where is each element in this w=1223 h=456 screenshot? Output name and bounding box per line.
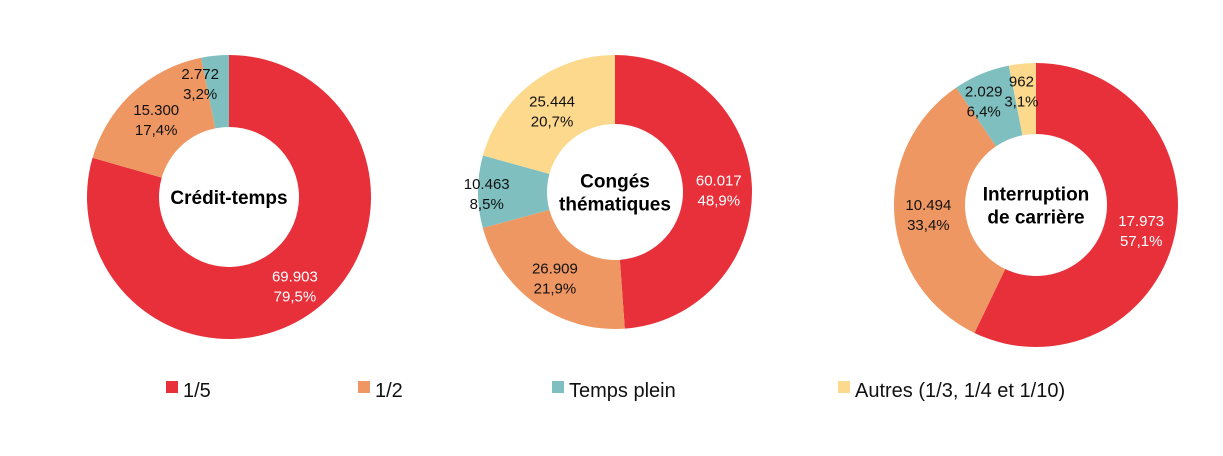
legend-label: Temps plein	[569, 380, 676, 402]
slice-percent-label: 20,7%	[531, 113, 574, 130]
legend-item-1-2: 1/2	[358, 380, 403, 402]
slice-autres-1-3-1-4-et-1-10	[1008, 63, 1036, 136]
legend-label: Autres (1/3, 1/4 et 1/10)	[855, 380, 1065, 402]
slice-value-label: 10.494	[905, 197, 951, 214]
slice-percent-label: 79,5%	[274, 289, 317, 306]
slice-label-1-5: 17.973 57,1%	[1118, 213, 1164, 250]
center-title-line: Interruption	[983, 185, 1090, 206]
slice-label-autres-1-3-1-4-et-1-10: 962 3,1%	[1004, 73, 1038, 110]
donut-chart-cr-dit-temps: 69.903 79,5% 15.300 17,4% 2.772 3,2% Crédit-te…	[86, 55, 371, 339]
legend-item-temps-plein: Temps plein	[552, 380, 676, 402]
center-title-line: de carrière	[987, 208, 1084, 229]
slice-percent-label: 3,2%	[183, 86, 217, 103]
legend-swatch	[166, 381, 178, 393]
slice-value-label: 2.029	[965, 83, 1003, 100]
slice-1-5	[974, 63, 1178, 347]
slice-percent-label: 8,5%	[470, 196, 504, 213]
slice-temps-plein	[956, 65, 1023, 147]
chart-center-title: Interruption de carrière	[983, 185, 1090, 229]
slice-percent-label: 21,9%	[534, 281, 577, 298]
chart-center-title: Crédit-temps	[170, 188, 287, 209]
slice-temps-plein	[477, 155, 550, 229]
slice-percent-label: 48,9%	[698, 192, 741, 209]
donut-chart-cong-s-th-matiques: 60.017 48,9% 26.909 21,9% 10.463 8,5% 25.444 20…	[464, 55, 753, 329]
legend-item-autres-1-3-1-4-et-1-10: Autres (1/3, 1/4 et 1/10)	[838, 380, 1065, 402]
chart-center-title: Congés thématiques	[559, 172, 671, 216]
legend-label: 1/2	[375, 380, 403, 402]
slice-value-label: 26.909	[532, 261, 578, 278]
donut-chart-interruption-de-carri-re: 17.973 57,1% 10.494 33,4% 2.029 6,4% 962 3,1% In…	[894, 63, 1178, 347]
slice-label-1-5: 60.017 48,9%	[696, 172, 742, 209]
slice-value-label: 17.973	[1118, 213, 1164, 230]
slice-1-2	[894, 87, 1006, 333]
slice-autres-1-3-1-4-et-1-10	[482, 55, 615, 174]
slice-label-1-5: 69.903 79,5%	[272, 269, 318, 306]
legend-swatch	[838, 381, 850, 393]
slice-1-5	[86, 55, 371, 339]
slice-1-2	[92, 57, 216, 178]
slice-label-1-2: 15.300 17,4%	[133, 102, 179, 139]
slice-1-2	[482, 209, 625, 329]
slice-label-temps-plein: 2.029 6,4%	[965, 83, 1003, 120]
legend-swatch	[552, 381, 564, 393]
slice-percent-label: 57,1%	[1120, 233, 1163, 250]
slice-label-temps-plein: 10.463 8,5%	[464, 176, 510, 213]
slice-value-label: 2.772	[181, 66, 219, 83]
slice-value-label: 962	[1009, 73, 1034, 90]
slice-value-label: 15.300	[133, 102, 179, 119]
center-title-line: Congés	[580, 172, 650, 193]
slice-percent-label: 33,4%	[907, 217, 950, 234]
slice-percent-label: 6,4%	[967, 103, 1001, 120]
legend-swatch	[358, 381, 370, 393]
slice-temps-plein	[201, 55, 229, 129]
legend: 1/5 1/2 Temps plein Autres (1/3, 1/4 et 1/1…	[166, 380, 1065, 402]
slice-label-1-2: 26.909 21,9%	[532, 261, 578, 298]
slice-value-label: 25.444	[529, 93, 575, 110]
slice-value-label: 69.903	[272, 269, 318, 286]
legend-label: 1/5	[183, 380, 211, 402]
center-title-line: thématiques	[559, 195, 671, 216]
slice-1-5	[615, 55, 753, 329]
slice-percent-label: 3,1%	[1004, 93, 1038, 110]
slice-label-1-2: 10.494 33,4%	[905, 197, 951, 234]
slice-percent-label: 17,4%	[135, 122, 178, 139]
slice-label-temps-plein: 2.772 3,2%	[181, 66, 219, 103]
legend-item-1-5: 1/5	[166, 380, 211, 402]
slice-value-label: 60.017	[696, 172, 742, 189]
slice-value-label: 10.463	[464, 176, 510, 193]
center-title-line: Crédit-temps	[170, 188, 287, 209]
slice-label-autres-1-3-1-4-et-1-10: 25.444 20,7%	[529, 93, 575, 130]
